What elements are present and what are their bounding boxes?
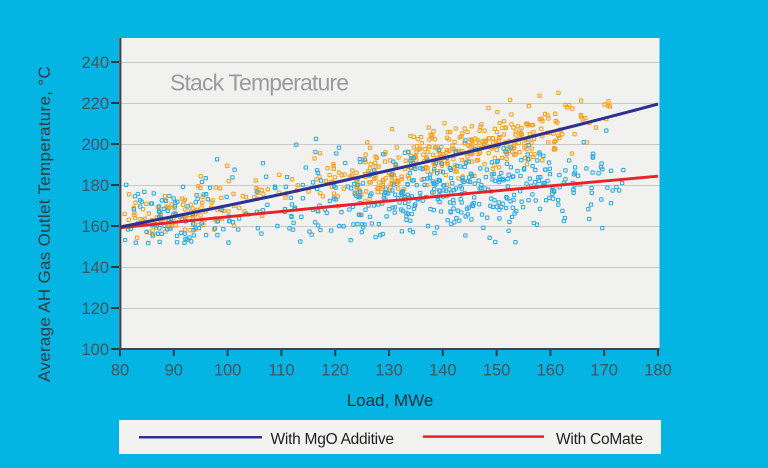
svg-text:80: 80 bbox=[111, 362, 129, 380]
svg-text:240: 240 bbox=[81, 54, 109, 72]
svg-text:140: 140 bbox=[81, 259, 109, 277]
svg-text:120: 120 bbox=[321, 362, 349, 380]
svg-text:140: 140 bbox=[429, 362, 457, 380]
svg-text:90: 90 bbox=[165, 362, 183, 380]
svg-text:With CoMate: With CoMate bbox=[556, 431, 643, 448]
svg-text:200: 200 bbox=[81, 136, 109, 154]
svg-text:Stack Temperature: Stack Temperature bbox=[170, 69, 348, 95]
svg-text:220: 220 bbox=[81, 95, 109, 113]
svg-text:180: 180 bbox=[644, 362, 672, 380]
svg-text:160: 160 bbox=[537, 362, 565, 380]
svg-text:Average AH Gas Outlet Temperat: Average AH Gas Outlet Temperature, °C bbox=[35, 66, 54, 382]
svg-text:130: 130 bbox=[375, 362, 403, 380]
svg-text:170: 170 bbox=[590, 362, 618, 380]
svg-text:Load, MWe: Load, MWe bbox=[347, 391, 434, 410]
svg-text:100: 100 bbox=[214, 362, 242, 380]
svg-text:160: 160 bbox=[81, 218, 109, 236]
svg-text:120: 120 bbox=[81, 300, 109, 318]
svg-text:110: 110 bbox=[268, 362, 294, 380]
svg-text:100: 100 bbox=[81, 341, 109, 359]
svg-text:With MgO Additive: With MgO Additive bbox=[271, 431, 394, 448]
svg-text:180: 180 bbox=[81, 177, 109, 195]
svg-text:150: 150 bbox=[483, 362, 511, 380]
